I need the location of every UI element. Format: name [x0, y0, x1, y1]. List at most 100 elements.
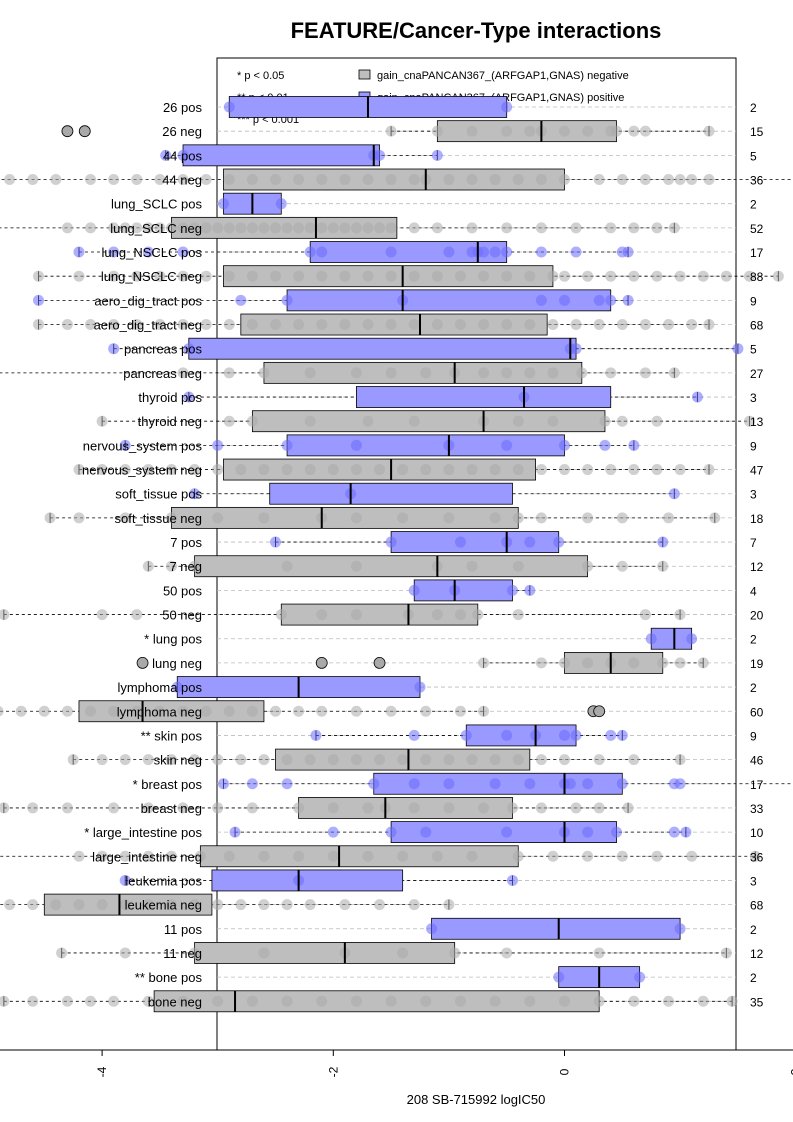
data-point — [154, 319, 166, 331]
row-count: 88 — [750, 270, 764, 284]
row-2: 44 pos 5 — [160, 144, 757, 167]
data-point — [524, 584, 536, 596]
data-point — [108, 174, 120, 186]
data-point — [651, 222, 663, 234]
data-point — [212, 995, 224, 1007]
data-point — [108, 246, 120, 258]
data-point — [408, 584, 420, 596]
row-label: aero_dig_tract pos — [94, 293, 202, 308]
data-point — [350, 995, 362, 1007]
data-point — [559, 439, 570, 451]
data-point — [246, 705, 258, 717]
row-25: lymphoma neg 60 — [0, 700, 764, 723]
data-point — [524, 125, 536, 137]
data-point — [119, 850, 131, 862]
data-point — [564, 778, 576, 790]
data-point — [651, 415, 663, 427]
row-24: lymphoma pos 2 — [117, 676, 757, 698]
data-point — [223, 319, 235, 331]
data-point — [177, 367, 189, 379]
data-point — [524, 778, 536, 790]
row-count: 10 — [750, 826, 764, 840]
outlier-point — [78, 125, 91, 138]
data-point — [605, 270, 617, 282]
data-point — [385, 826, 397, 838]
data-point — [443, 464, 455, 476]
row-label: lymphoma pos — [117, 680, 202, 695]
data-point — [350, 609, 362, 621]
data-point — [223, 222, 235, 234]
data-point — [674, 657, 686, 669]
data-point — [131, 174, 143, 186]
data-point — [703, 174, 715, 186]
data-point — [559, 657, 570, 669]
data-point — [512, 464, 524, 476]
data-point — [108, 802, 120, 814]
data-point — [0, 609, 10, 621]
row-31: large_intestine neg 36 — [0, 845, 764, 868]
row-label: 44 pos — [163, 148, 203, 163]
row-label: nervous_system neg — [82, 463, 202, 478]
data-point — [420, 705, 432, 717]
data-point — [350, 367, 362, 379]
data-point — [165, 222, 177, 234]
data-point — [628, 222, 640, 234]
data-point — [119, 874, 131, 886]
data-point — [582, 778, 594, 790]
data-point — [119, 222, 131, 234]
data-point — [33, 270, 45, 282]
data-point — [570, 319, 582, 331]
data-point — [189, 464, 201, 476]
data-point — [691, 391, 703, 403]
data-point — [703, 464, 715, 476]
data-point — [506, 874, 518, 886]
data-point — [582, 657, 594, 669]
data-point — [501, 367, 513, 379]
data-point — [582, 270, 594, 282]
data-point — [414, 681, 426, 693]
data-point — [408, 802, 420, 814]
outlier-point — [593, 705, 606, 718]
box — [171, 506, 519, 529]
data-point — [622, 802, 634, 814]
row-label: large_intestine neg — [92, 849, 202, 864]
data-point — [142, 850, 154, 862]
row-23: lung neg 19 — [136, 652, 764, 674]
row-30: * large_intestine pos 10 — [84, 821, 764, 843]
data-point — [189, 899, 201, 911]
row-label: 50 pos — [163, 583, 203, 598]
data-point — [524, 367, 536, 379]
data-point — [339, 270, 351, 282]
box — [431, 917, 681, 940]
data-point — [431, 609, 443, 621]
data-point — [443, 246, 455, 258]
data-point — [131, 609, 143, 621]
row-label: skin neg — [154, 753, 202, 768]
row-count: 7 — [750, 536, 757, 550]
data-point — [443, 778, 455, 790]
data-point — [547, 367, 559, 379]
row-count: 52 — [750, 222, 764, 236]
data-point — [489, 512, 501, 524]
data-point — [559, 995, 570, 1007]
data-point — [454, 319, 466, 331]
data-point — [582, 850, 594, 862]
data-point — [73, 899, 85, 911]
data-point — [512, 850, 524, 862]
data-point — [634, 971, 646, 983]
data-point — [559, 294, 570, 306]
box — [269, 482, 513, 505]
data-point — [154, 270, 166, 282]
data-point — [350, 754, 362, 766]
data-point — [4, 174, 16, 186]
data-point — [374, 464, 386, 476]
data-point — [258, 512, 270, 524]
data-point — [651, 850, 663, 862]
data-point — [270, 319, 281, 331]
outlier-point — [61, 125, 74, 138]
data-point — [270, 174, 281, 186]
data-point — [73, 246, 85, 258]
box — [286, 434, 565, 457]
data-point — [657, 560, 669, 572]
data-point — [85, 174, 97, 186]
